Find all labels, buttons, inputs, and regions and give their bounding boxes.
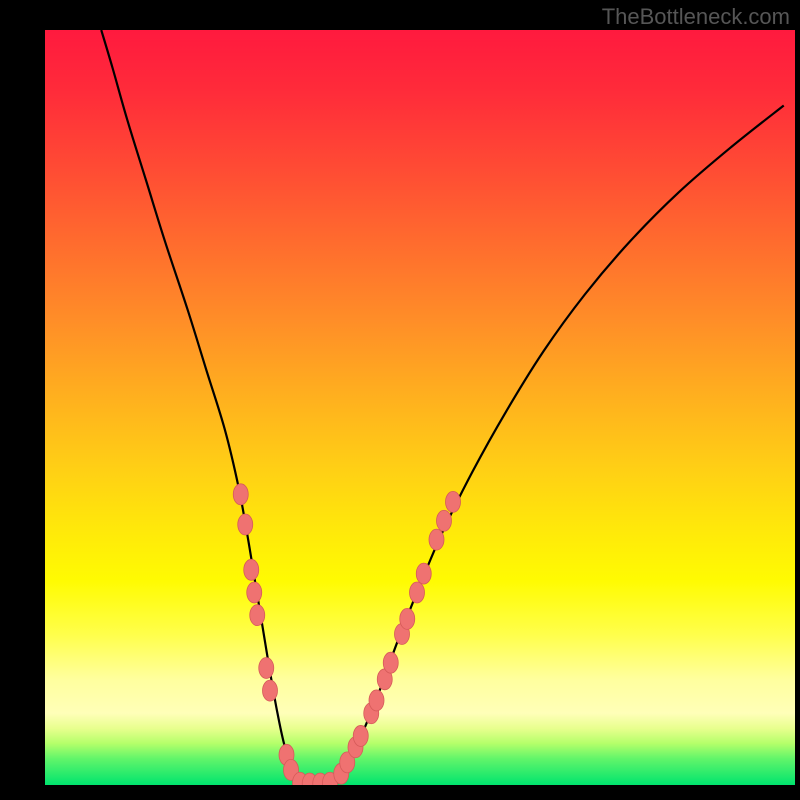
data-marker — [400, 608, 415, 629]
data-marker — [259, 657, 274, 678]
data-marker — [263, 680, 278, 701]
data-marker — [238, 514, 253, 535]
data-marker — [250, 605, 265, 626]
data-marker — [233, 484, 248, 505]
data-marker — [247, 582, 262, 603]
data-marker — [244, 559, 259, 580]
data-marker — [429, 529, 444, 550]
data-marker — [416, 563, 431, 584]
data-marker — [383, 652, 398, 673]
chart-background-gradient — [45, 30, 795, 785]
data-marker — [353, 725, 368, 746]
data-marker — [369, 690, 384, 711]
data-marker — [437, 510, 452, 531]
bottleneck-chart — [45, 30, 795, 785]
data-marker — [446, 491, 461, 512]
watermark-text: TheBottleneck.com — [602, 4, 790, 30]
chart-plot-area — [45, 30, 795, 785]
data-marker — [410, 582, 425, 603]
